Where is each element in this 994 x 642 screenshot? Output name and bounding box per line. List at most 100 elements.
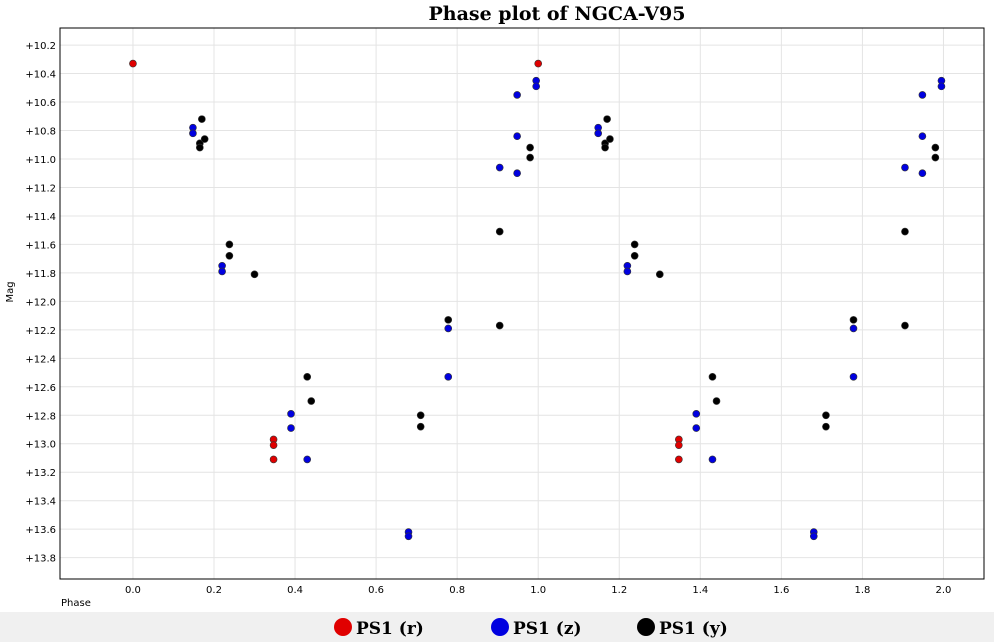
data-point <box>303 455 312 464</box>
data-point <box>606 135 614 143</box>
x-tick-label: 2.0 <box>936 585 952 596</box>
y-tick-label: +10.4 <box>25 70 56 81</box>
data-point <box>198 115 206 123</box>
data-point <box>822 422 830 431</box>
x-tick-label: 0.4 <box>287 585 303 596</box>
data-point <box>601 143 609 152</box>
data-point <box>444 324 453 333</box>
data-point <box>444 373 453 381</box>
y-tick-label: +12.2 <box>25 326 56 337</box>
data-point <box>822 411 830 420</box>
data-point <box>287 424 295 432</box>
series-2 <box>196 115 940 431</box>
data-point <box>603 115 611 123</box>
data-point <box>918 132 927 141</box>
data-point <box>931 143 940 152</box>
data-point <box>675 441 683 449</box>
y-tick-label: +12.6 <box>25 383 56 394</box>
x-tick-label: 1.8 <box>854 585 870 596</box>
y-tick-label: +10.8 <box>25 127 56 138</box>
data-point <box>513 91 521 99</box>
data-point <box>918 169 927 178</box>
y-axis-label: Mag <box>5 281 16 302</box>
x-tick-label: 1.2 <box>611 585 627 596</box>
data-point <box>526 143 534 152</box>
axis-ticks: 0.0 0.2 0.4 0.6 0.8 1.0 1.2 1.4 1.6 1.8 2.0 +10.2 +1… <box>25 41 951 596</box>
series-0 <box>129 59 683 464</box>
x-tick-label: 1.0 <box>530 585 546 596</box>
data-point <box>526 153 534 162</box>
data-point <box>495 163 504 172</box>
data-point <box>218 267 226 276</box>
x-axis-label: Phase <box>61 598 91 609</box>
y-tick-label: +13.6 <box>25 525 56 536</box>
data-point <box>849 324 858 333</box>
series-1 <box>189 76 946 541</box>
x-tick-label: 0.8 <box>449 585 465 596</box>
data-point <box>287 410 295 418</box>
data-point <box>809 532 818 541</box>
data-point <box>623 267 632 276</box>
plot-frame <box>59 27 985 580</box>
data-point <box>416 422 425 431</box>
y-tick-label: +12.4 <box>25 354 56 365</box>
data-point <box>901 163 909 172</box>
data-point <box>849 373 858 381</box>
y-tick-label: +11.4 <box>25 212 56 223</box>
y-tick-label: +13.8 <box>25 554 56 565</box>
legend-item: PS1 (r) <box>334 618 424 639</box>
y-tick-label: +10.2 <box>25 41 56 52</box>
data-point <box>189 129 197 138</box>
data-point <box>404 532 413 541</box>
data-point <box>692 410 701 418</box>
data-point <box>495 321 504 330</box>
y-tick-label: +11.6 <box>25 240 56 251</box>
data-point <box>513 169 521 178</box>
data-point <box>303 373 312 381</box>
x-tick-label: 0.0 <box>125 585 141 596</box>
y-tick-label: +11.2 <box>25 183 56 194</box>
grid-lines <box>60 28 984 579</box>
data-point <box>931 153 940 162</box>
chart-title: Phase plot of NGCA-V95 <box>429 3 686 25</box>
data-point <box>225 252 234 260</box>
data-point <box>901 321 909 330</box>
data-point <box>444 316 453 324</box>
data-point <box>200 135 209 143</box>
chart-area-background <box>0 0 994 612</box>
legend-label: PS1 (y) <box>659 619 728 639</box>
y-tick-label: +13.2 <box>25 468 56 479</box>
data-point <box>849 316 858 324</box>
data-point <box>269 441 278 449</box>
data-point <box>708 373 717 381</box>
data-point <box>708 455 717 464</box>
data-point <box>532 82 540 91</box>
y-tick-label: +12.0 <box>25 297 56 308</box>
data-point <box>513 132 521 141</box>
data-point <box>416 411 425 420</box>
y-tick-label: +11.8 <box>25 269 56 280</box>
data-point <box>712 397 721 405</box>
y-tick-label: +11.0 <box>25 155 56 166</box>
data-point <box>901 227 909 236</box>
legend-label: PS1 (z) <box>513 619 582 639</box>
legend-marker <box>334 618 352 636</box>
legend-label: PS1 (r) <box>356 619 424 639</box>
data-point <box>675 455 683 464</box>
x-tick-label: 1.4 <box>692 585 708 596</box>
data-point <box>307 397 316 405</box>
legend-marker <box>637 618 655 636</box>
data-point <box>495 227 504 236</box>
data-point <box>630 240 639 249</box>
data-point <box>250 270 259 279</box>
x-tick-label: 0.2 <box>206 585 222 596</box>
data-point <box>196 143 204 152</box>
data-point <box>655 270 664 279</box>
legend: PS1 (r) PS1 (z) PS1 (y) <box>334 618 728 639</box>
data-point <box>534 59 543 68</box>
legend-item: PS1 (y) <box>637 618 728 639</box>
data-point <box>225 240 234 249</box>
y-tick-label: +13.4 <box>25 497 56 508</box>
y-tick-label: +10.6 <box>25 98 56 109</box>
